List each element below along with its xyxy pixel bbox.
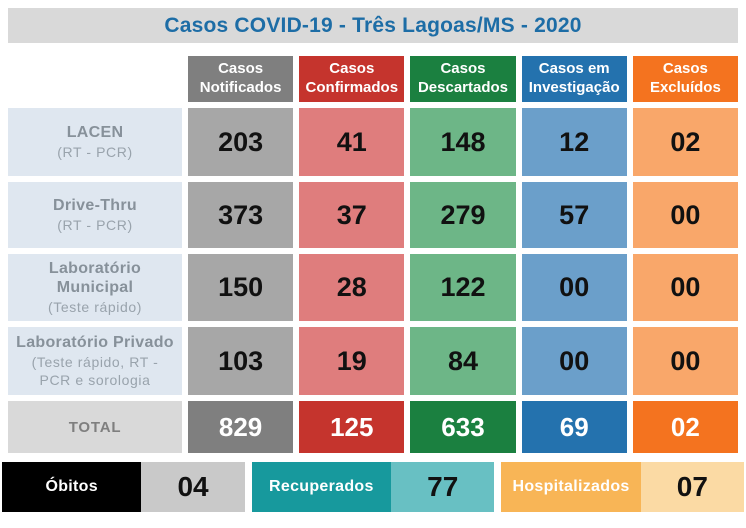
cell-total-excluidos: 02 xyxy=(632,401,738,453)
obitos-value: 04 xyxy=(141,462,245,512)
row-name: LACEN xyxy=(66,123,124,141)
cell-labprivado-notificados: 103 xyxy=(188,327,294,395)
cell-total-descartados: 633 xyxy=(410,401,516,453)
cell-total-notificados: 829 xyxy=(188,401,294,453)
summary-recuperados: Recuperados 77 xyxy=(251,462,495,512)
title-bar: Casos COVID-19 - Três Lagoas/MS - 2020 xyxy=(8,8,738,43)
row-label-total: TOTAL xyxy=(8,401,182,453)
cell-drivethru-descartados: 279 xyxy=(410,182,516,248)
summary-obitos: Óbitos 04 xyxy=(2,462,245,512)
cell-labmunicipal-notificados: 150 xyxy=(188,254,294,321)
cell-lacen-notificados: 203 xyxy=(188,108,294,176)
cell-labprivado-investigacao: 00 xyxy=(521,327,627,395)
summary-bar: Óbitos 04 Recuperados 77 Hospitalizados … xyxy=(2,462,745,512)
cell-labmunicipal-investigacao: 00 xyxy=(521,254,627,321)
row-subtitle: (Teste rápido, RT - PCR e sorologia xyxy=(31,354,159,388)
obitos-label: Óbitos xyxy=(2,462,142,512)
summary-hospitalizados: Hospitalizados 07 xyxy=(501,462,745,512)
cell-lacen-excluidos: 02 xyxy=(632,108,738,176)
hospitalizados-label: Hospitalizados xyxy=(501,462,641,512)
column-header-casos-investigacao: Casos em Investigação xyxy=(521,56,627,102)
row-label-lab-municipal: Laboratório Municipal (Teste rápido) xyxy=(8,254,182,321)
row-label-lab-privado: Laboratório Privado (Teste rápido, RT - … xyxy=(8,327,182,395)
cell-labprivado-confirmados: 19 xyxy=(299,327,405,395)
row-subtitle: (Teste rápido) xyxy=(48,298,142,315)
cell-labprivado-excluidos: 00 xyxy=(632,327,738,395)
column-header-casos-descartados: Casos Descartados xyxy=(410,56,516,102)
cell-lacen-confirmados: 41 xyxy=(299,108,405,176)
row-label-lacen: LACEN (RT - PCR) xyxy=(8,108,182,176)
cell-total-confirmados: 125 xyxy=(299,401,405,453)
cell-drivethru-notificados: 373 xyxy=(188,182,294,248)
row-name: Laboratório Privado xyxy=(16,333,174,351)
covid-cases-infographic: Casos COVID-19 - Três Lagoas/MS - 2020 C… xyxy=(0,8,746,528)
cell-lacen-descartados: 148 xyxy=(410,108,516,176)
cell-labprivado-descartados: 84 xyxy=(410,327,516,395)
cell-labmunicipal-confirmados: 28 xyxy=(299,254,405,321)
row-subtitle: (RT - PCR) xyxy=(57,143,133,160)
row-name: Laboratório Municipal xyxy=(48,259,142,296)
recuperados-label: Recuperados xyxy=(251,462,392,512)
cell-labmunicipal-excluidos: 00 xyxy=(632,254,738,321)
cell-lacen-investigacao: 12 xyxy=(521,108,627,176)
column-header-casos-notificados: Casos Notificados xyxy=(188,56,294,102)
cases-table: Casos Notificados Casos Confirmados Caso… xyxy=(8,56,738,453)
row-name: Drive-Thru xyxy=(53,196,137,214)
table-corner-spacer xyxy=(8,56,182,102)
column-header-casos-excluidos: Casos Excluídos xyxy=(632,56,738,102)
row-label-drive-thru: Drive-Thru (RT - PCR) xyxy=(8,182,182,248)
hospitalizados-value: 07 xyxy=(640,462,745,512)
recuperados-value: 77 xyxy=(391,462,495,512)
cell-total-investigacao: 69 xyxy=(521,401,627,453)
cell-drivethru-excluidos: 00 xyxy=(632,182,738,248)
cell-labmunicipal-descartados: 122 xyxy=(410,254,516,321)
page-title: Casos COVID-19 - Três Lagoas/MS - 2020 xyxy=(164,13,582,37)
cell-drivethru-confirmados: 37 xyxy=(299,182,405,248)
column-header-casos-confirmados: Casos Confirmados xyxy=(299,56,405,102)
row-subtitle: (RT - PCR) xyxy=(57,216,133,233)
cell-drivethru-investigacao: 57 xyxy=(521,182,627,248)
